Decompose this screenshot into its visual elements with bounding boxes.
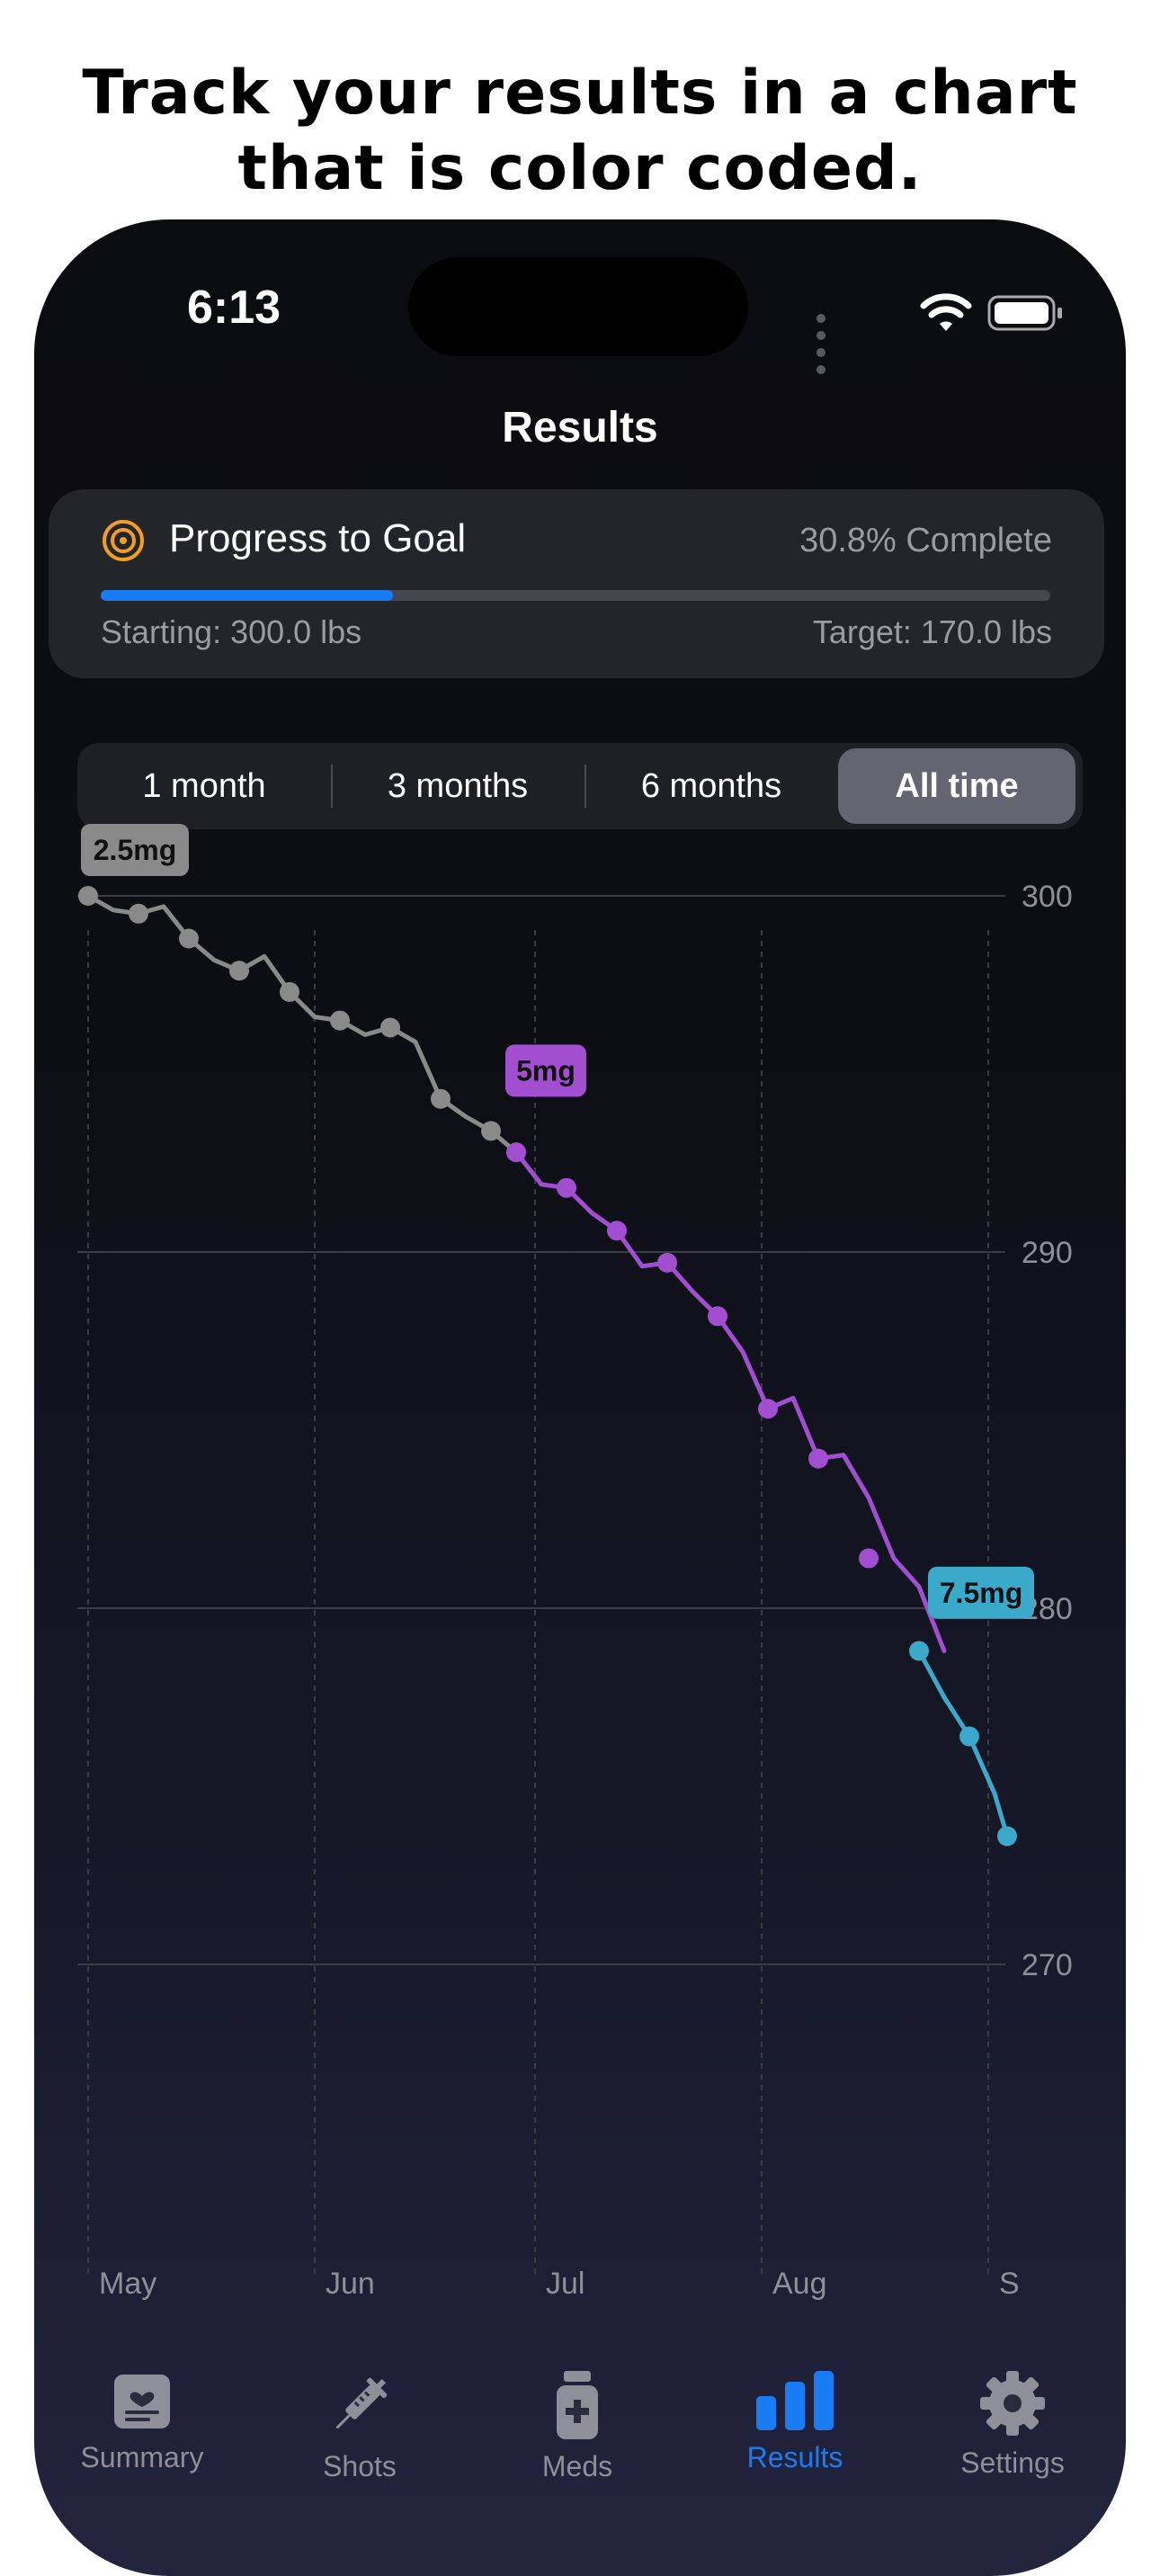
summary-icon — [114, 2375, 170, 2428]
data-point — [179, 928, 199, 949]
phone-screen: 6:13 Results Progress to Goal 30.8% Comp… — [34, 219, 1126, 2576]
syringe-icon — [335, 2377, 388, 2429]
target-weight: Target: 170.0 lbs — [812, 613, 1052, 650]
data-point — [557, 1177, 576, 1198]
tab-shots-label: Shots — [323, 2450, 397, 2482]
tab-shots[interactable]: Shots — [252, 2369, 468, 2483]
bar-chart-icon — [756, 2371, 834, 2430]
data-point — [280, 981, 299, 1002]
progress-label: Progress to Goal — [169, 516, 467, 560]
data-point — [229, 961, 249, 981]
data-point — [380, 1017, 400, 1038]
data-point — [431, 1088, 451, 1109]
progress-bar-fill — [101, 590, 394, 601]
tab-meds[interactable]: Meds — [469, 2369, 685, 2483]
dose-label-badge — [505, 1044, 586, 1097]
medicine-bottle-icon — [557, 2371, 598, 2439]
starting-weight: Starting: 300.0 lbs — [101, 613, 362, 650]
tab-results[interactable]: Results — [687, 2369, 903, 2474]
data-point — [997, 1826, 1017, 1847]
dose-label: 7.5mg — [940, 1577, 1022, 1609]
x-tick-label: S — [999, 2267, 1020, 2301]
dose-label: 5mg — [516, 1054, 576, 1087]
y-tick-label: 270 — [1022, 1948, 1073, 1982]
dose-label: 2.5mg — [94, 834, 176, 866]
tab-summary-label: Summary — [80, 2441, 204, 2473]
status-time: 6:13 — [187, 282, 281, 334]
headline: Track your results in a chart that is co… — [0, 56, 1160, 207]
y-tick-label: 290 — [1022, 1236, 1073, 1270]
x-tick-label: May — [99, 2267, 156, 2301]
data-point — [481, 1121, 501, 1141]
tab-results-label: Results — [746, 2441, 843, 2473]
progress-card: Progress to Goal 30.8% Complete Starting… — [49, 489, 1104, 678]
data-point — [708, 1306, 727, 1327]
data-point — [959, 1726, 979, 1747]
data-point — [607, 1221, 627, 1241]
range-6-months[interactable]: 6 months — [640, 767, 782, 805]
signal-icon — [816, 309, 829, 378]
range-1-month[interactable]: 1 month — [142, 767, 266, 805]
data-point — [859, 1548, 879, 1569]
tab-summary[interactable]: Summary — [34, 2369, 250, 2474]
tab-settings-label: Settings — [960, 2446, 1065, 2479]
tab-settings[interactable]: Settings — [905, 2369, 1120, 2480]
progress-percent: 30.8% Complete — [799, 522, 1052, 559]
x-tick-label: Jun — [326, 2267, 375, 2301]
headline-line-2: that is color coded. — [237, 133, 923, 204]
dose-label-badge — [81, 824, 189, 876]
data-point — [330, 1010, 350, 1031]
data-point — [909, 1641, 929, 1661]
series-line — [85, 893, 519, 1155]
data-point — [506, 1142, 526, 1163]
data-point — [657, 1252, 677, 1273]
data-point — [808, 1448, 828, 1469]
range-divider — [331, 765, 333, 808]
series-line — [513, 1149, 947, 1653]
target-icon — [103, 520, 144, 561]
data-point — [129, 903, 148, 924]
y-tick-label: 300 — [1022, 880, 1073, 914]
tab-bar: Summary Shots — [34, 2369, 1126, 2576]
range-all-time[interactable]: All time — [838, 748, 1075, 824]
page-title: Results — [502, 404, 658, 452]
range-selector: 1 month 3 months 6 months All time — [77, 743, 1083, 829]
wifi-icon — [920, 293, 972, 331]
progress-bar — [101, 590, 1050, 601]
headline-line-1: Track your results in a chart — [82, 58, 1078, 129]
battery-icon — [987, 295, 1062, 331]
range-3-months[interactable]: 3 months — [387, 767, 529, 805]
gear-icon — [980, 2371, 1045, 2436]
x-tick-label: Aug — [772, 2267, 827, 2301]
data-point — [758, 1399, 778, 1419]
tab-meds-label: Meds — [541, 2450, 613, 2482]
data-point — [78, 886, 98, 906]
dose-label-badge — [928, 1566, 1034, 1619]
dynamic-island — [408, 257, 748, 356]
x-tick-label: Jul — [546, 2267, 584, 2301]
range-divider — [584, 765, 586, 808]
